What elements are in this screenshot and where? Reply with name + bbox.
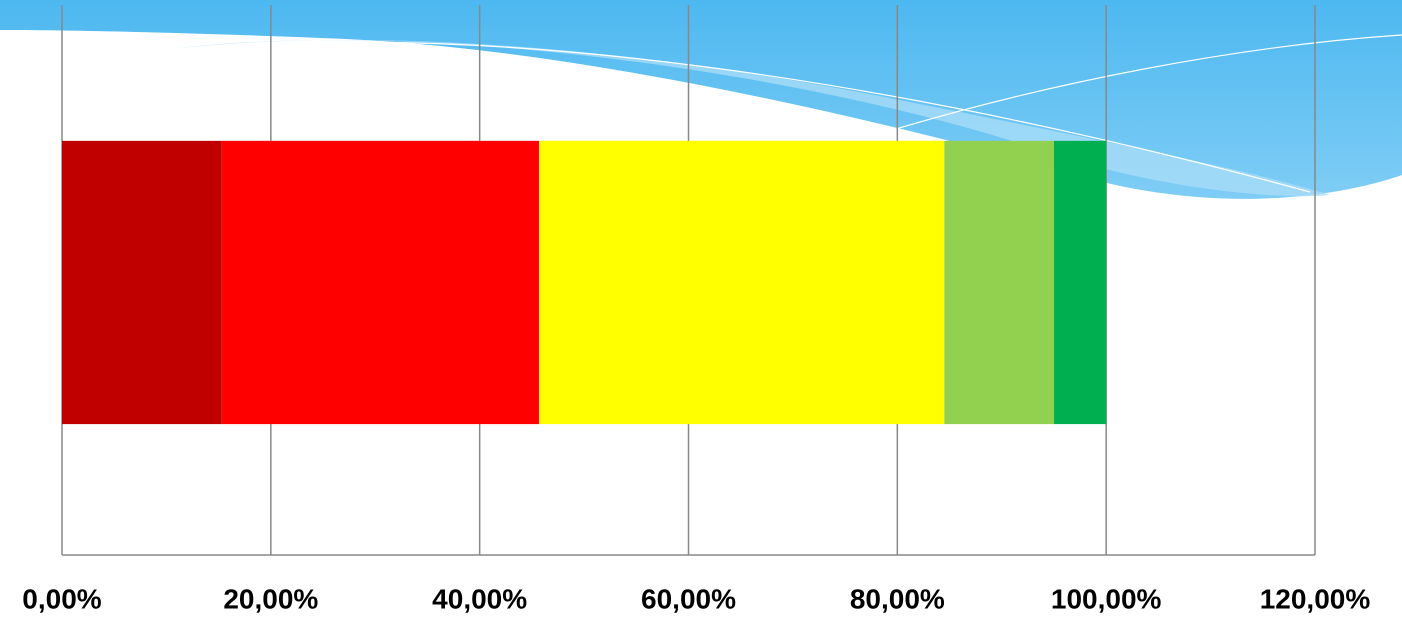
axis: 0,00% 20,00% 40,00% 60,00% 80,00% 100,00% 120,… (22, 555, 1370, 614)
bar-segment (222, 141, 539, 424)
bar-segment (1054, 141, 1106, 424)
bar-segment (62, 141, 222, 424)
x-tick-label: 40,00% (432, 583, 527, 614)
bar-segment (539, 141, 944, 424)
x-tick-label: 100,00% (1051, 583, 1162, 614)
chart: 0,00% 20,00% 40,00% 60,00% 80,00% 100,00% 120,… (0, 0, 1402, 627)
x-tick-label: 20,00% (223, 583, 318, 614)
x-tick-label: 60,00% (641, 583, 736, 614)
bars (62, 141, 1106, 424)
x-tick-label: 0,00% (22, 583, 101, 614)
x-tick-label: 120,00% (1260, 583, 1371, 614)
bar-segment (944, 141, 1054, 424)
x-tick-label: 80,00% (850, 583, 945, 614)
